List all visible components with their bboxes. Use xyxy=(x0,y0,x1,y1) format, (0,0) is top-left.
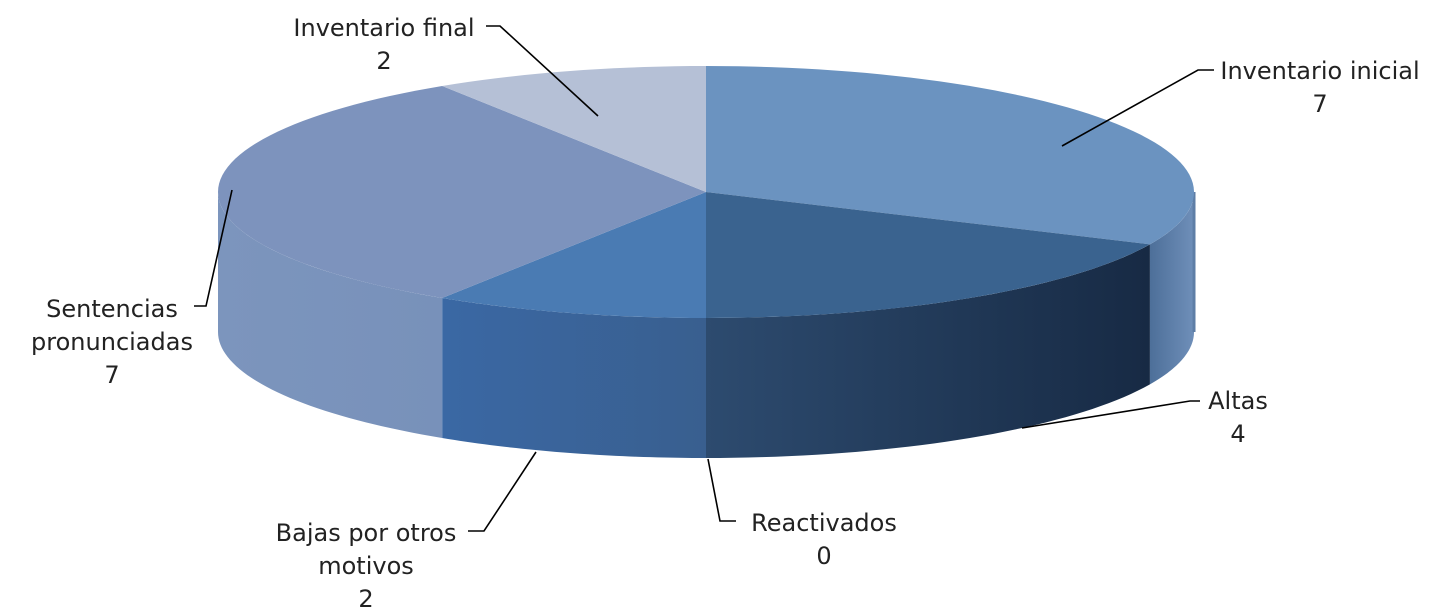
leader-line-sentencias-pronunciadas xyxy=(194,189,233,307)
data-label-value: 2 xyxy=(376,47,391,75)
pie-sides xyxy=(218,192,1196,458)
leader-line-inventario-inicial xyxy=(1061,69,1214,147)
pie-slice-inventario-inicial xyxy=(706,66,1194,245)
data-label-category: Inventario inicial xyxy=(1220,57,1419,85)
leader-line-bajas-por-otros-motivos xyxy=(468,451,537,532)
leader-line-altas xyxy=(1021,400,1200,429)
pie-slice-altas xyxy=(706,192,1150,318)
pie-slice-sentencias-pronunciadas xyxy=(218,86,706,298)
data-label-category: Reactivados xyxy=(751,509,897,537)
data-label-value: 4 xyxy=(1230,420,1245,448)
pie-side-altas xyxy=(706,244,1150,458)
data-label-value: 0 xyxy=(816,542,831,570)
data-label-reactivados: Reactivados 0 xyxy=(751,509,897,570)
pie-slice-bajas-por-otros-motivos xyxy=(442,192,706,318)
data-label-category: Altas xyxy=(1208,387,1268,415)
data-label-category: pronunciadas xyxy=(31,328,193,356)
pie-side-inventario-inicial xyxy=(1149,192,1194,385)
leader-lines xyxy=(194,25,1214,532)
data-label-bajas-por-otros-motivos: Bajas por otros motivos 2 xyxy=(276,519,457,607)
data-label-value: 7 xyxy=(104,361,119,389)
data-label-altas: Altas 4 xyxy=(1208,387,1268,448)
data-label-category: Inventario final xyxy=(293,14,474,42)
data-label-value: 7 xyxy=(1312,90,1327,118)
data-label-sentencias-pronunciadas: Sentencias pronunciadas 7 xyxy=(31,295,193,389)
data-label-category: motivos xyxy=(318,552,414,580)
data-label-category: Bajas por otros xyxy=(276,519,457,547)
leader-line-inventario-final xyxy=(486,25,599,117)
data-label-inventario-final: Inventario final 2 xyxy=(293,14,474,75)
data-label-value: 2 xyxy=(358,585,373,607)
pie-tops xyxy=(218,66,1194,318)
data-labels: Inventario inicial 7 Altas 4 Reactivados 0 Baj… xyxy=(31,14,1420,607)
pie-side-bajas-por-otros-motivos xyxy=(442,298,706,458)
data-label-category: Sentencias xyxy=(46,295,178,323)
data-label-inventario-inicial: Inventario inicial 7 xyxy=(1220,57,1419,118)
leader-line-reactivados xyxy=(707,458,736,522)
pie-slice-inventario-final xyxy=(442,66,706,192)
pie-side-sentencias-pronunciadas xyxy=(218,192,443,438)
